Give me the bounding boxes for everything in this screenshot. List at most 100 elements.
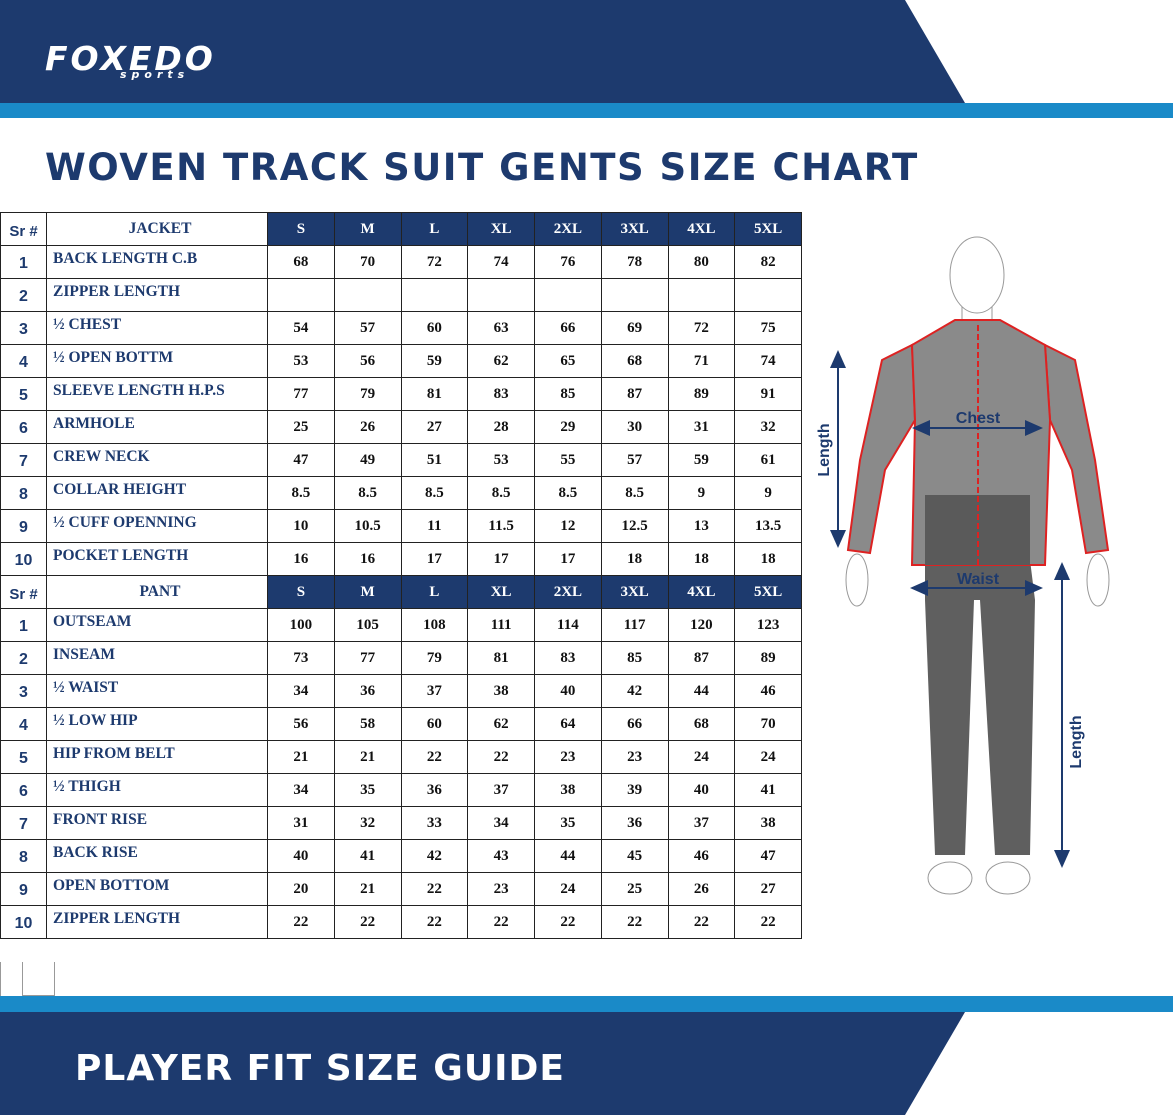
- measure-name: INSEAM: [46, 641, 268, 675]
- value-cell: 12: [534, 509, 602, 543]
- sr-cell: 10: [0, 542, 47, 576]
- value-cell: 87: [667, 641, 736, 675]
- value-cell: 24: [667, 740, 736, 774]
- value-cell: 74: [467, 245, 535, 279]
- value-cell: 75: [734, 311, 802, 345]
- value-cell: 30: [600, 410, 669, 444]
- empty-cell: [667, 278, 736, 312]
- value-cell: 8.5: [467, 476, 535, 510]
- header-cell: 2XL: [534, 575, 602, 609]
- value-cell: 10.5: [333, 509, 402, 543]
- value-cell: 49: [333, 443, 402, 477]
- measure-name: ½ THIGH: [46, 773, 268, 807]
- value-cell: 22: [734, 905, 802, 939]
- value-cell: 83: [534, 641, 602, 675]
- empty-cell: [734, 278, 802, 312]
- value-cell: 34: [267, 773, 335, 807]
- measure-name: FRONT RISE: [46, 806, 268, 840]
- row: 5 HIP FROM BELT 21 21 22 22 23 23 24 24: [0, 740, 802, 774]
- value-cell: 40: [534, 674, 602, 708]
- value-cell: 29: [534, 410, 602, 444]
- empty-cell: [267, 278, 335, 312]
- sr-cell: 7: [0, 806, 47, 840]
- sr-cell: 1: [0, 608, 47, 642]
- value-cell: 26: [333, 410, 402, 444]
- value-cell: 9: [667, 476, 736, 510]
- value-cell: 22: [467, 905, 535, 939]
- value-cell: 61: [734, 443, 802, 477]
- value-cell: 46: [667, 839, 736, 873]
- header-cell: 4XL: [667, 212, 736, 246]
- value-cell: 32: [734, 410, 802, 444]
- row: 10 ZIPPER LENGTH 22 22 22 22 22 22 22 22: [0, 905, 802, 939]
- header-row: Sr # JACKET S M L XL 2XL 3XL 4XL 5XL: [0, 212, 802, 246]
- sr-cell: 2: [0, 278, 47, 312]
- value-cell: 21: [333, 872, 402, 906]
- row: 5 SLEEVE LENGTH H.P.S 77 79 81 83 85 87 89 91: [0, 377, 802, 411]
- value-cell: 62: [467, 344, 535, 378]
- value-cell: 69: [600, 311, 669, 345]
- value-cell: 34: [467, 806, 535, 840]
- value-cell: 37: [667, 806, 736, 840]
- table-stub: [22, 962, 55, 996]
- measure-name: HIP FROM BELT: [46, 740, 268, 774]
- header-cell: L: [400, 212, 469, 246]
- value-cell: 22: [333, 905, 402, 939]
- header-cell: Sr #: [0, 212, 47, 246]
- value-cell: 66: [600, 707, 669, 741]
- header-cell: 2XL: [534, 212, 602, 246]
- value-cell: 100: [267, 608, 335, 642]
- sr-cell: 5: [0, 740, 47, 774]
- value-cell: 91: [734, 377, 802, 411]
- value-cell: 18: [734, 542, 802, 576]
- sr-cell: 6: [0, 773, 47, 807]
- value-cell: 22: [600, 905, 669, 939]
- value-cell: 77: [333, 641, 402, 675]
- value-cell: 11.5: [467, 509, 535, 543]
- sr-cell: 4: [0, 707, 47, 741]
- footer-band: [0, 1012, 965, 1115]
- header-cell: 4XL: [667, 575, 736, 609]
- value-cell: 47: [267, 443, 335, 477]
- value-cell: 59: [400, 344, 469, 378]
- header-stripe: [0, 103, 1173, 118]
- value-cell: 44: [534, 839, 602, 873]
- header-cell: L: [400, 575, 469, 609]
- measure-name: CREW NECK: [46, 443, 268, 477]
- value-cell: 108: [400, 608, 469, 642]
- value-cell: 74: [734, 344, 802, 378]
- value-cell: 68: [600, 344, 669, 378]
- measure-name: OUTSEAM: [46, 608, 268, 642]
- value-cell: 58: [333, 707, 402, 741]
- sr-cell: 6: [0, 410, 47, 444]
- row: 10 POCKET LENGTH 16 16 17 17 17 18 18 18: [0, 542, 802, 576]
- row: 8 BACK RISE 40 41 42 43 44 45 46 47: [0, 839, 802, 873]
- empty-cell: [534, 278, 602, 312]
- value-cell: 59: [667, 443, 736, 477]
- sr-cell: 3: [0, 674, 47, 708]
- value-cell: 25: [267, 410, 335, 444]
- value-cell: 33: [400, 806, 469, 840]
- value-cell: 13: [667, 509, 736, 543]
- value-cell: 16: [267, 542, 335, 576]
- header-band: [0, 0, 965, 103]
- footer-stripe: [0, 996, 1173, 1012]
- value-cell: 68: [667, 707, 736, 741]
- header-cell: 5XL: [734, 575, 802, 609]
- value-cell: 120: [667, 608, 736, 642]
- header-cell: PANT: [46, 575, 268, 609]
- value-cell: 22: [267, 905, 335, 939]
- header-cell: JACKET: [46, 212, 268, 246]
- value-cell: 73: [267, 641, 335, 675]
- header-cell: Sr #: [0, 575, 47, 609]
- sr-cell: 2: [0, 641, 47, 675]
- value-cell: 57: [600, 443, 669, 477]
- sr-cell: 3: [0, 311, 47, 345]
- header-cell: 3XL: [600, 212, 669, 246]
- value-cell: 38: [734, 806, 802, 840]
- row: 9 OPEN BOTTOM 20 21 22 23 24 25 26 27: [0, 872, 802, 906]
